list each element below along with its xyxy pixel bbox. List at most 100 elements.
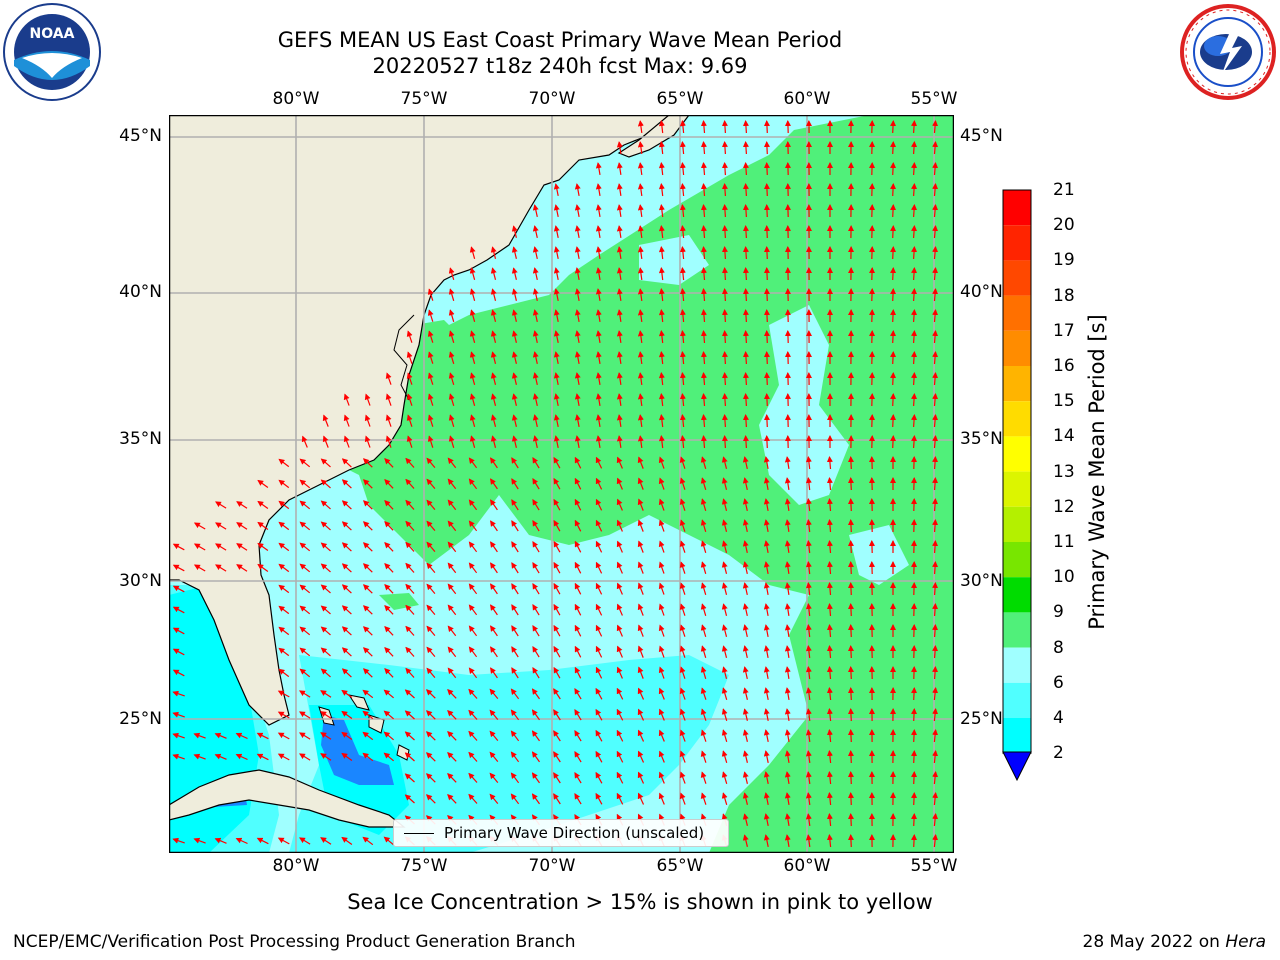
- wave-arrow: [426, 583, 436, 594]
- wave-arrow: [637, 561, 644, 574]
- wave-arrow: [658, 309, 665, 323]
- wave-arrow: [637, 309, 644, 322]
- wave-arrow: [448, 288, 455, 301]
- wave-arrow: [911, 414, 918, 428]
- wave-arrow: [805, 750, 812, 763]
- wave-arrow: [447, 730, 457, 741]
- wave-arrow: [658, 582, 665, 595]
- wave-arrow: [299, 753, 311, 761]
- wave-arrow: [172, 543, 185, 551]
- colorbar-tick-label: 2: [1053, 743, 1064, 764]
- colorbar: [1002, 189, 1032, 782]
- wave-arrow: [256, 837, 269, 845]
- wave-arrow: [911, 687, 918, 701]
- wave-arrow: [784, 519, 791, 532]
- wave-arrow: [763, 729, 770, 743]
- wave-arrow: [637, 246, 644, 259]
- wave-arrow: [427, 309, 434, 322]
- colorbar-segment: [1003, 506, 1031, 542]
- wave-arrow: [805, 456, 812, 470]
- wave-arrow: [236, 501, 248, 509]
- wave-arrow: [553, 330, 560, 344]
- wave-arrow: [490, 351, 497, 364]
- wave-arrow: [637, 519, 644, 532]
- footer-host: Hera: [1225, 932, 1266, 952]
- wave-arrow: [532, 330, 539, 344]
- wave-arrow: [658, 414, 665, 428]
- wave-arrow: [574, 225, 581, 239]
- wave-arrow: [890, 183, 897, 197]
- wave-arrow: [763, 477, 770, 491]
- wave-arrow: [658, 267, 665, 281]
- wave-arrow: [384, 604, 394, 615]
- wave-arrow: [721, 162, 728, 176]
- wave-arrow: [447, 478, 457, 490]
- lon-label-top-65w: 65°W: [656, 89, 704, 109]
- wave-arrow: [490, 435, 497, 448]
- wave-arrow: [932, 708, 939, 722]
- wave-arrow: [490, 330, 497, 343]
- wave-arrow: [532, 625, 540, 637]
- wave-arrow: [679, 624, 686, 637]
- wave-arrow: [911, 288, 918, 302]
- wave-arrow: [805, 603, 812, 617]
- wave-arrow: [932, 414, 939, 428]
- wave-arrow: [532, 393, 539, 407]
- wave-arrow: [320, 626, 331, 636]
- wave-arrow: [890, 288, 897, 302]
- wave-arrow: [742, 645, 749, 659]
- wave-arrow: [574, 435, 581, 449]
- wave-arrow: [721, 456, 728, 469]
- wave-arrow: [193, 564, 206, 572]
- wave-arrow: [932, 204, 939, 218]
- wave-arrow: [911, 120, 918, 134]
- wave-arrow: [595, 708, 603, 721]
- wave-arrow: [574, 561, 582, 574]
- wave-arrow: [468, 751, 478, 762]
- wave-arrow: [700, 141, 707, 155]
- wave-arrow: [384, 457, 394, 468]
- wave-arrow: [447, 562, 457, 574]
- wave-arrow: [658, 456, 665, 469]
- wave-arrow: [364, 414, 371, 427]
- wave-arrow: [362, 479, 373, 489]
- wave-arrow: [235, 837, 248, 845]
- wave-arrow: [721, 183, 728, 197]
- wave-arrow: [679, 750, 686, 763]
- wave-arrow: [805, 834, 812, 847]
- wave-arrow: [320, 753, 332, 761]
- wave-arrow: [805, 561, 812, 575]
- wave-arrow: [405, 604, 415, 615]
- colorbar-segment: [1003, 366, 1031, 402]
- wave-arrow: [299, 521, 311, 531]
- wave-arrow: [700, 477, 707, 490]
- wave-arrow: [320, 479, 331, 489]
- wave-arrow: [679, 351, 686, 365]
- wave-arrow: [595, 645, 603, 658]
- wave-arrow: [532, 499, 540, 511]
- wave-arrow: [341, 521, 352, 531]
- wave-arrow: [257, 542, 269, 551]
- wave-arrow: [721, 225, 728, 239]
- wave-arrow: [574, 730, 582, 742]
- colorbar-tick-label: 8: [1053, 637, 1064, 658]
- wave-arrow: [405, 583, 415, 594]
- wave-arrow: [679, 477, 686, 490]
- wave-arrow: [700, 582, 707, 595]
- wave-arrow: [385, 435, 392, 448]
- wave-arrow: [742, 183, 749, 197]
- wave-arrow: [214, 732, 227, 739]
- wave-arrow: [322, 435, 329, 448]
- wave-arrow: [490, 478, 498, 490]
- wave-arrow: [362, 584, 373, 594]
- wave-arrow: [468, 562, 478, 574]
- wave-arrow: [784, 603, 791, 616]
- wave-arrow: [826, 519, 833, 533]
- wave-arrow: [826, 666, 833, 680]
- wave-arrow: [742, 603, 749, 617]
- wave-arrow: [574, 309, 581, 323]
- wave-arrow: [932, 246, 939, 260]
- wave-arrow: [511, 583, 519, 595]
- wave-arrow: [658, 771, 665, 784]
- wave-arrow: [553, 793, 561, 805]
